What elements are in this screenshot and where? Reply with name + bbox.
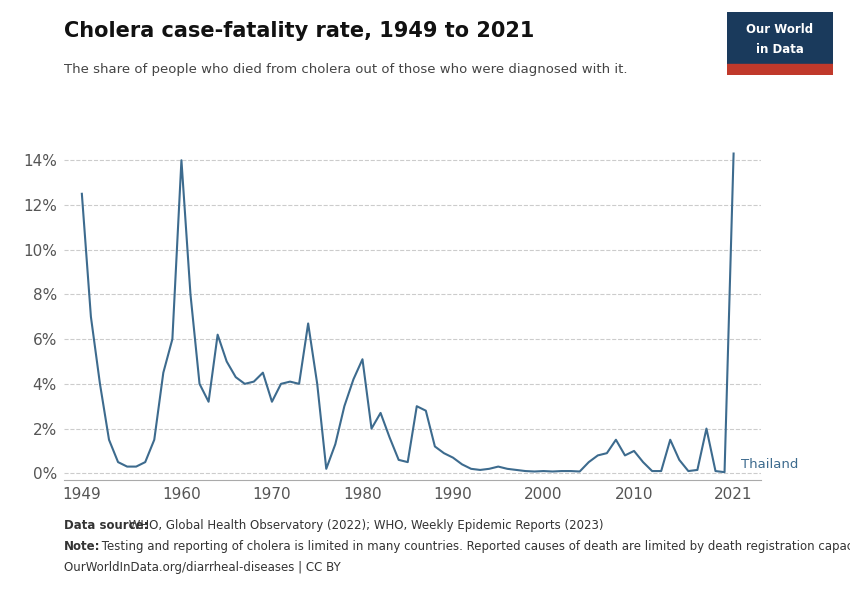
Text: WHO, Global Health Observatory (2022); WHO, Weekly Epidemic Reports (2023): WHO, Global Health Observatory (2022); W… <box>125 519 604 532</box>
Text: in Data: in Data <box>756 43 804 56</box>
Bar <box>727 64 833 75</box>
Text: OurWorldInData.org/diarrheal-diseases | CC BY: OurWorldInData.org/diarrheal-diseases | … <box>64 561 341 574</box>
Text: Testing and reporting of cholera is limited in many countries. Reported causes o: Testing and reporting of cholera is limi… <box>98 540 850 553</box>
Text: Data source:: Data source: <box>64 519 148 532</box>
Text: Our World: Our World <box>746 23 813 36</box>
Text: Cholera case-fatality rate, 1949 to 2021: Cholera case-fatality rate, 1949 to 2021 <box>64 21 534 41</box>
Text: Thailand: Thailand <box>741 458 798 471</box>
Text: Note:: Note: <box>64 540 100 553</box>
Text: The share of people who died from cholera out of those who were diagnosed with i: The share of people who died from choler… <box>64 63 627 76</box>
